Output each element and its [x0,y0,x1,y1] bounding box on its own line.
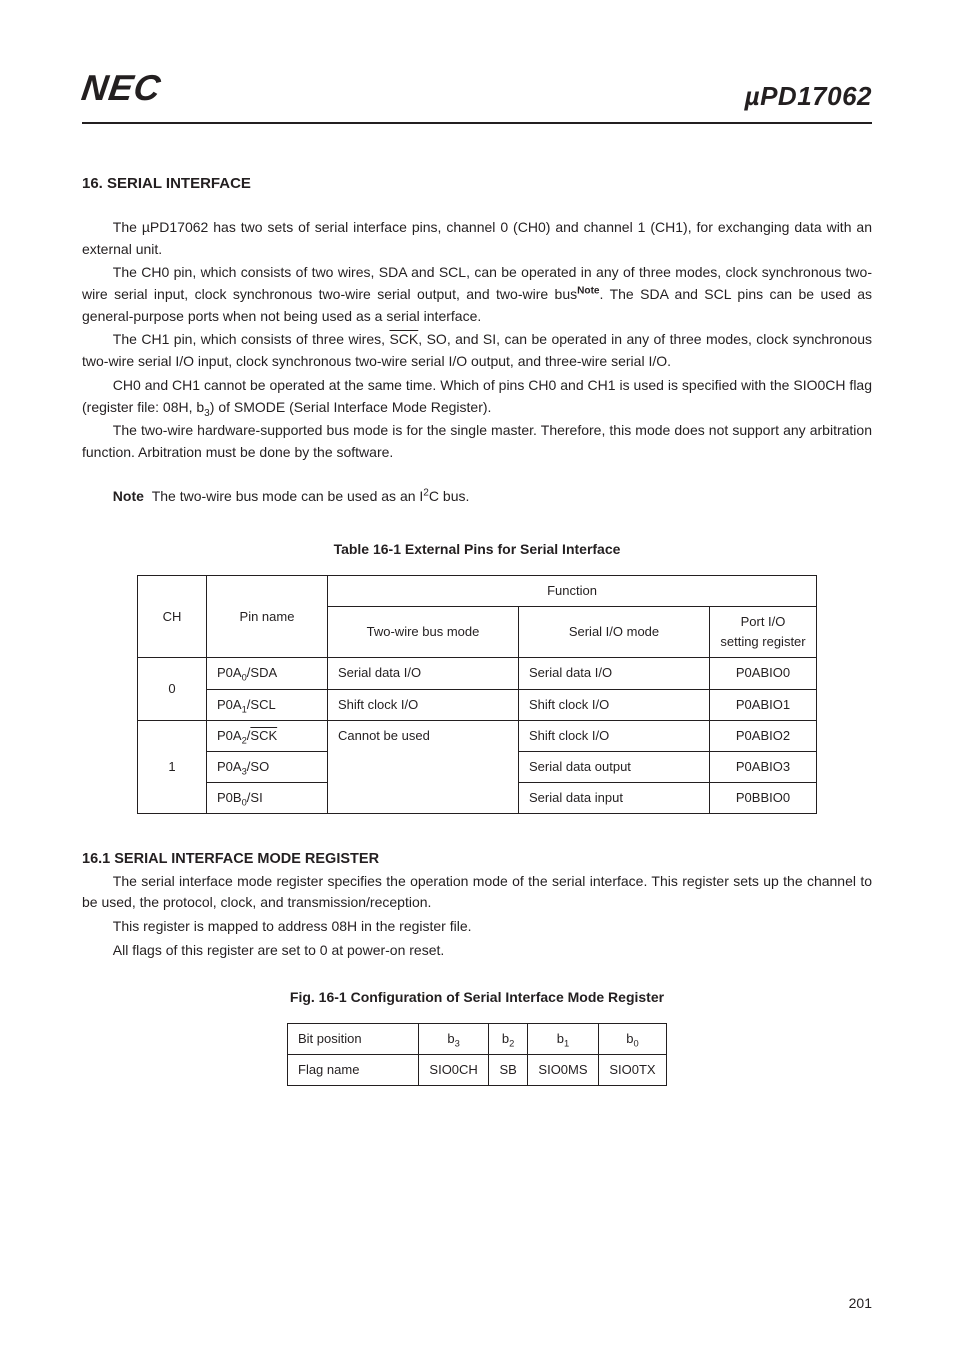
td-pin: P0A2/SCK [207,720,328,751]
td-flag-b2: SB [489,1055,528,1086]
page-number: 201 [849,1293,872,1315]
td-b1: b1 [528,1024,599,1055]
th-ch: CH [138,575,207,657]
table-row: 1 P0A2/SCK Cannot be used Shift clock I/… [138,720,817,751]
table-row: Bit position b3 b2 b1 b0 [288,1024,667,1055]
td-b3: b3 [419,1024,489,1055]
th-serialio: Serial I/O mode [519,607,710,658]
td-flag-b3: SIO0CH [419,1055,489,1086]
note-line: Note The two-wire bus mode can be used a… [82,486,872,508]
td-b2: b2 [489,1024,528,1055]
td-flag-b0: SIO0TX [598,1055,666,1086]
td-ch: 0 [138,658,207,720]
table1-caption: Table 16-1 External Pins for Serial Inte… [82,539,872,561]
td-pin: P0A1/SCL [207,689,328,720]
td-sio: Serial data output [519,751,710,782]
td-tw: Shift clock I/O [328,689,519,720]
table-row: CH Pin name Function [138,575,817,606]
nec-logo: NEC [78,60,165,116]
td-pin: P0B0/SI [207,782,328,813]
td-bitpos-label: Bit position [288,1024,419,1055]
table-row: 0 P0A0/SDA Serial data I/O Serial data I… [138,658,817,689]
th-function: Function [328,575,817,606]
td-flag-label: Flag name [288,1055,419,1086]
th-port: Port I/O setting register [710,607,817,658]
subsection-body: The serial interface mode register speci… [82,871,872,962]
para-1: The µPD17062 has two sets of serial inte… [82,217,872,260]
page-header: NEC µPD17062 [82,60,872,124]
table-row: P0A1/SCL Shift clock I/O Shift clock I/O… [138,689,817,720]
sub-para-1: The serial interface mode register speci… [82,871,872,914]
sub-para-2: This register is mapped to address 08H i… [82,916,872,938]
td-port: P0ABIO1 [710,689,817,720]
para-3: The CH1 pin, which consists of three wir… [82,329,872,372]
section-heading: 16. SERIAL INTERFACE [82,172,872,195]
th-pin: Pin name [207,575,328,657]
table-mode-register: Bit position b3 b2 b1 b0 Flag name SIO0C… [287,1023,667,1086]
para-4: CH0 and CH1 cannot be operated at the sa… [82,375,872,418]
fig1-caption: Fig. 16-1 Configuration of Serial Interf… [82,987,872,1009]
para-5: The two-wire hardware-supported bus mode… [82,420,872,463]
td-sio: Shift clock I/O [519,720,710,751]
part-number: µPD17062 [745,76,872,116]
subsection-heading: 16.1 SERIAL INTERFACE MODE REGISTER [82,848,872,870]
td-port: P0ABIO0 [710,658,817,689]
sub-para-3: All flags of this register are set to 0 … [82,940,872,962]
part-label: PD17062 [760,81,872,111]
mu-prefix: µ [745,81,760,111]
td-pin: P0A0/SDA [207,658,328,689]
section-body: The µPD17062 has two sets of serial inte… [82,217,872,464]
td-tw: Cannot be used [328,720,519,813]
td-b0: b0 [598,1024,666,1055]
table-external-pins: CH Pin name Function Two-wire bus mode S… [137,575,817,814]
th-twowire: Two-wire bus mode [328,607,519,658]
page-container: NEC µPD17062 16. SERIAL INTERFACE The µP… [0,0,954,1351]
td-tw: Serial data I/O [328,658,519,689]
td-sio: Serial data input [519,782,710,813]
table-row: Flag name SIO0CH SB SIO0MS SIO0TX [288,1055,667,1086]
td-port: P0ABIO2 [710,720,817,751]
td-flag-b1: SIO0MS [528,1055,599,1086]
td-port: P0BBIO0 [710,782,817,813]
td-port: P0ABIO3 [710,751,817,782]
td-sio: Shift clock I/O [519,689,710,720]
para-2: The CH0 pin, which consists of two wires… [82,262,872,327]
td-pin: P0A3/SO [207,751,328,782]
td-sio: Serial data I/O [519,658,710,689]
td-ch: 1 [138,720,207,813]
